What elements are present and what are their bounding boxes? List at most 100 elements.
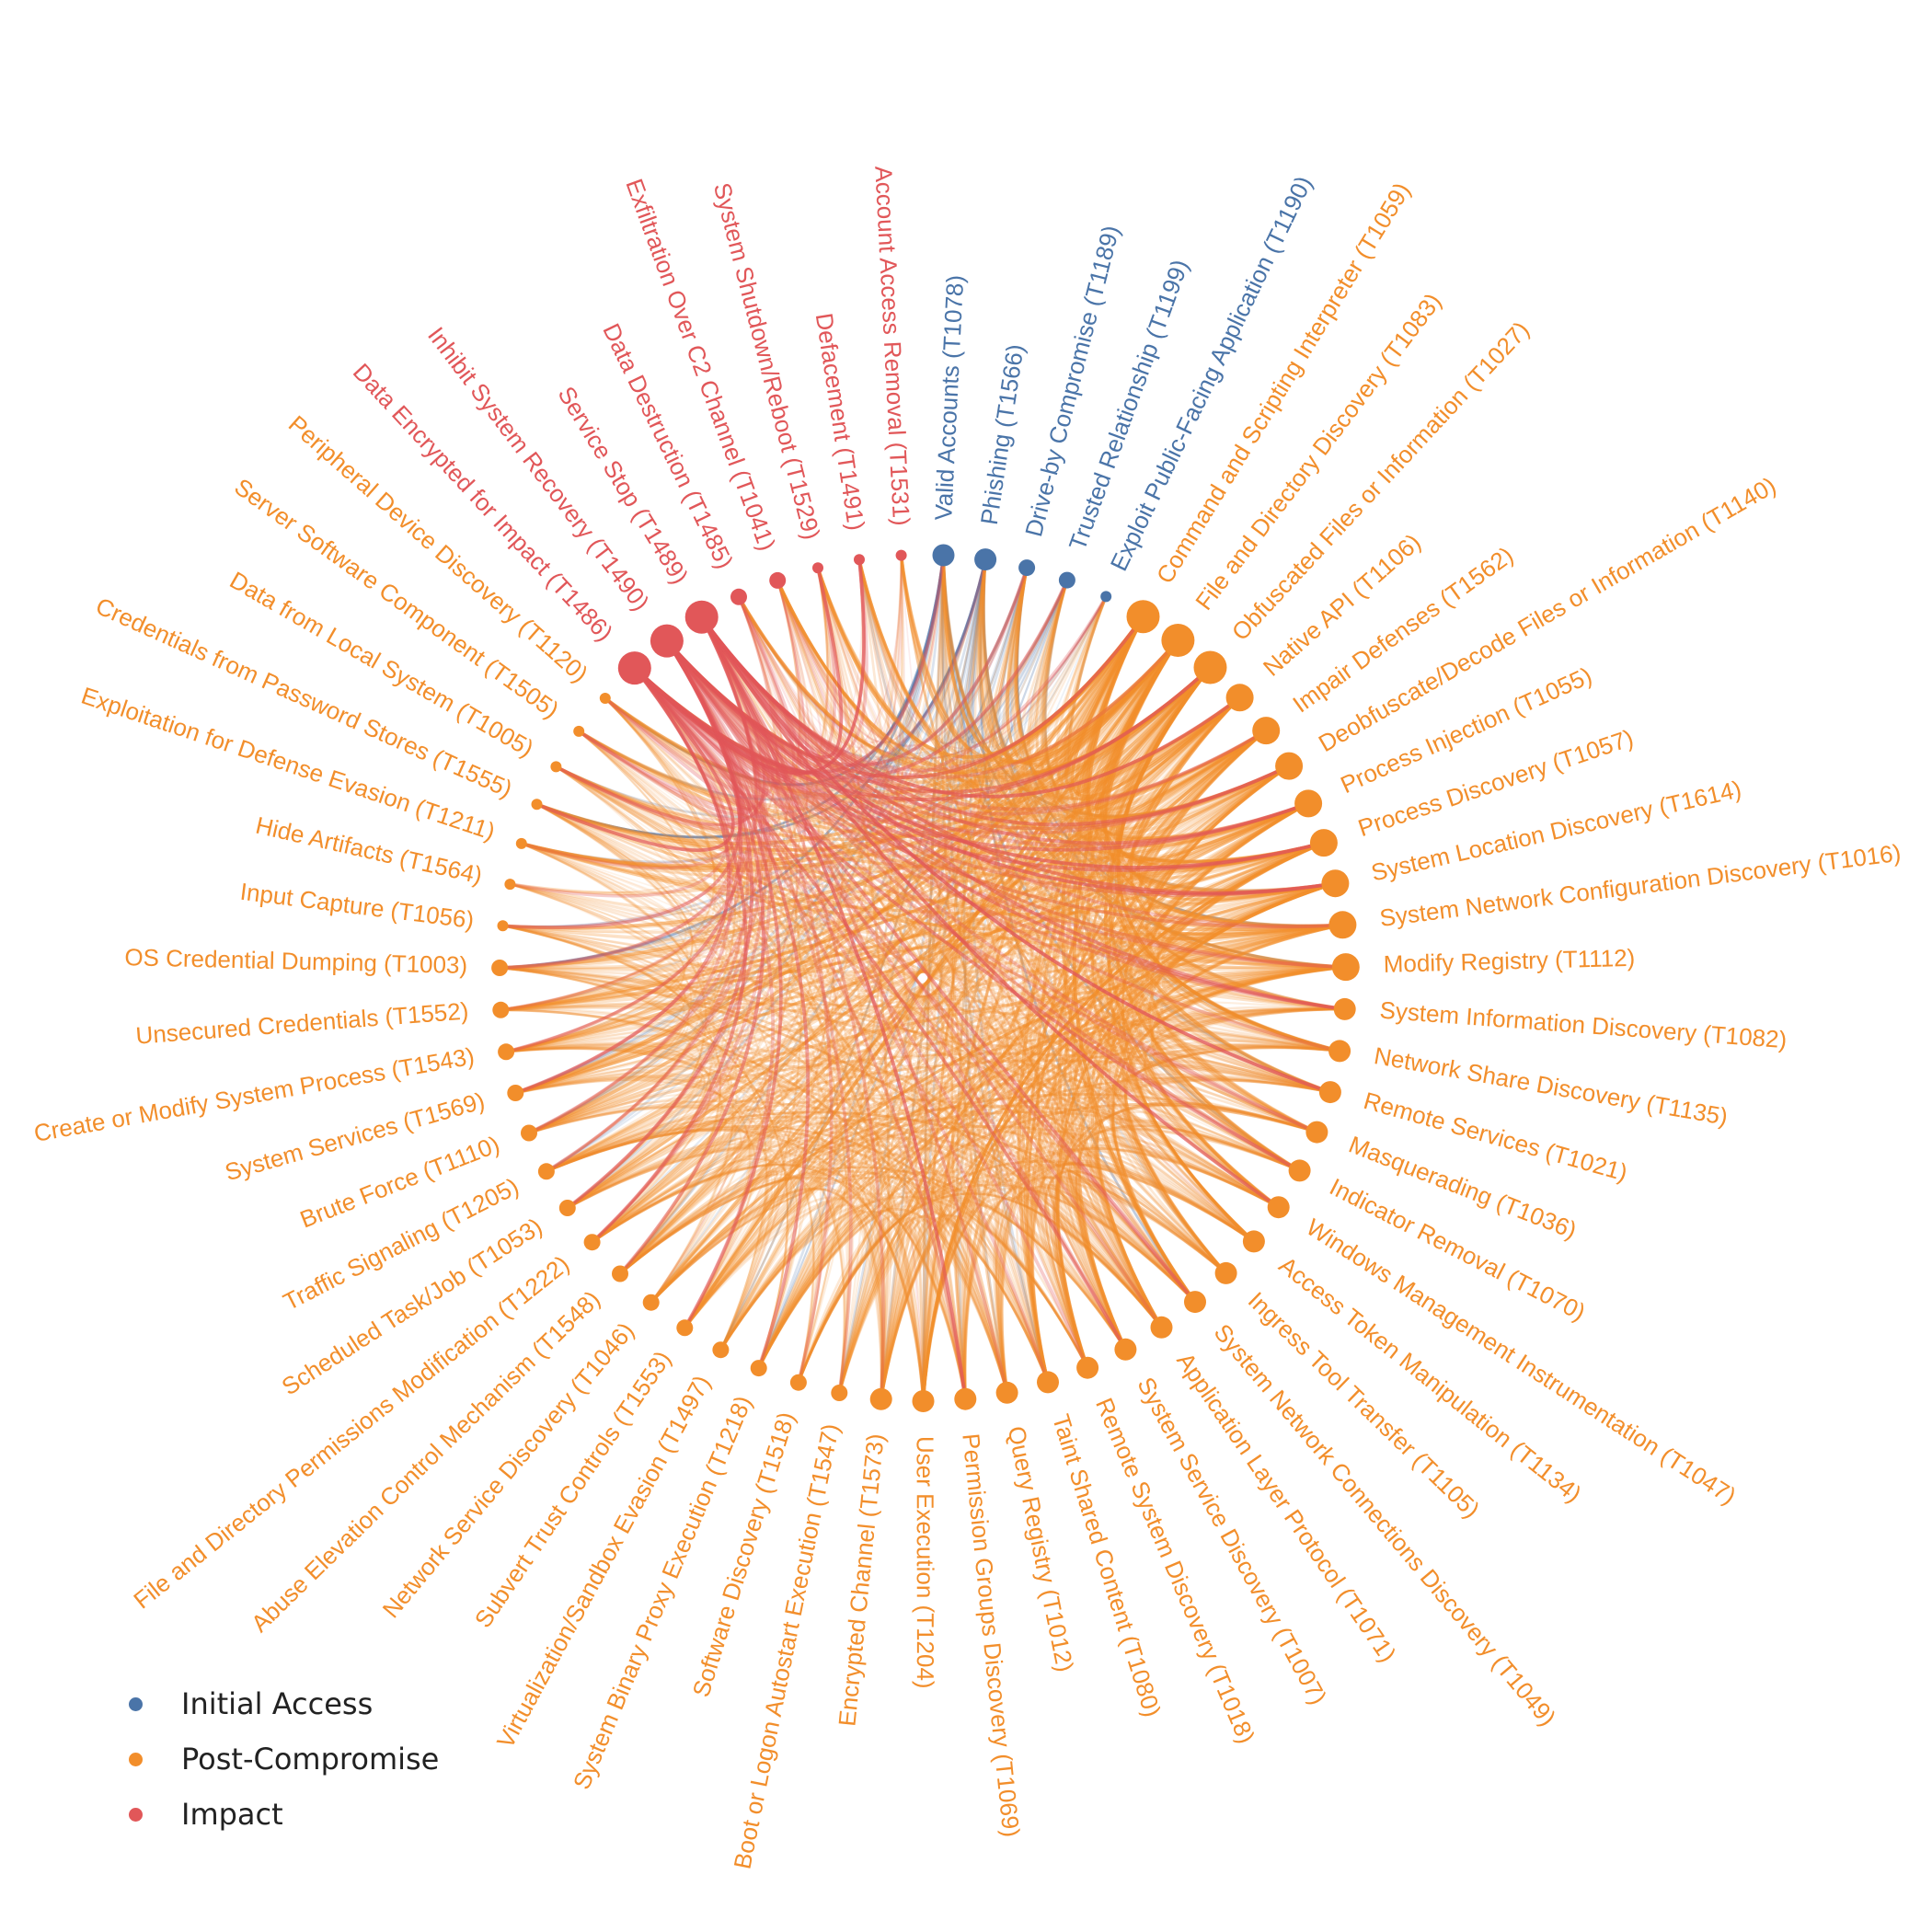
chord-link xyxy=(500,841,1325,1012)
chord-link xyxy=(757,1157,1255,1369)
chord-link xyxy=(566,639,753,1210)
chord-link xyxy=(567,639,1179,1209)
chord-link xyxy=(528,666,733,1135)
chord-link xyxy=(880,1163,1255,1400)
chord-link xyxy=(604,697,822,1383)
chord-link xyxy=(684,1169,1196,1329)
chord-link xyxy=(1004,567,1163,1328)
chord-link xyxy=(633,555,946,775)
chord-link xyxy=(684,1007,1345,1329)
chord-link xyxy=(700,615,1241,799)
chord-link xyxy=(816,567,1280,1209)
chord-link xyxy=(700,615,1331,1094)
chord-link xyxy=(665,639,853,1394)
chord-link xyxy=(505,729,1268,1053)
chord-link xyxy=(700,615,1268,811)
chord-link xyxy=(500,616,758,1011)
chord-link xyxy=(900,555,1255,1243)
chord-link xyxy=(502,924,1163,1328)
technique-node xyxy=(1018,559,1036,577)
technique-node xyxy=(912,1390,935,1412)
chord-link xyxy=(757,965,1346,1369)
chord-link xyxy=(510,883,692,1134)
chord-link xyxy=(500,615,1144,970)
chord-link xyxy=(650,923,1343,1304)
chord-link xyxy=(502,924,1280,1209)
chord-link xyxy=(1149,1037,1340,1172)
chord-link xyxy=(619,1007,1345,1275)
chord-link xyxy=(604,697,1008,1394)
chord-link xyxy=(505,639,742,1054)
chord-link xyxy=(567,1083,1317,1210)
chord-link xyxy=(1111,965,1346,1303)
chord-link xyxy=(665,639,1128,1351)
chord-link xyxy=(1129,696,1346,969)
chord-link xyxy=(757,1210,887,1399)
technique-node xyxy=(1331,953,1360,982)
chord-link xyxy=(776,555,945,743)
chord-link xyxy=(555,696,1241,842)
chord-link xyxy=(502,925,722,1275)
chord-link xyxy=(942,555,1346,969)
chord-link xyxy=(700,558,868,757)
chord-link xyxy=(528,567,1029,1134)
chord-link xyxy=(942,555,1127,1351)
chord-link xyxy=(969,558,1050,1383)
chord-link xyxy=(816,567,1179,767)
chord-link xyxy=(665,639,1301,1172)
chord-link xyxy=(700,615,968,1399)
chord-link xyxy=(633,666,1325,872)
chord-link xyxy=(963,1147,1280,1399)
chord-link xyxy=(502,925,711,1243)
chord-link xyxy=(566,841,1325,1210)
chord-link xyxy=(776,580,1317,1133)
chord-link xyxy=(578,730,1340,1052)
chord-link xyxy=(546,1128,967,1399)
chord-link xyxy=(528,965,1346,1135)
chord-link xyxy=(684,842,1325,1328)
chord-link xyxy=(535,802,1227,1274)
chord-link xyxy=(940,555,1008,1394)
chord-link xyxy=(922,1163,1255,1402)
technique-node xyxy=(1309,829,1338,857)
chord-link xyxy=(700,616,1008,1394)
chord-link xyxy=(500,615,758,1012)
chord-link xyxy=(665,639,1212,794)
chord-link xyxy=(619,1176,883,1399)
chord-link xyxy=(700,615,1009,1394)
chord-link xyxy=(633,596,796,784)
technique-node xyxy=(573,725,585,737)
chord-link xyxy=(684,555,945,1328)
chord-link xyxy=(521,666,1212,873)
chord-link xyxy=(837,558,987,1394)
chord-link xyxy=(816,567,891,1399)
chord-link xyxy=(719,558,987,1351)
chord-link xyxy=(502,925,690,1134)
chord-link xyxy=(757,580,1068,1369)
chord-link xyxy=(1136,729,1336,902)
chord-link xyxy=(665,639,1346,969)
chord-link xyxy=(1118,666,1345,1011)
chord-link xyxy=(591,615,1145,1244)
chord-link xyxy=(528,1088,1255,1243)
chord-link xyxy=(1061,615,1197,1304)
technique-node xyxy=(995,1381,1018,1404)
chord-link xyxy=(650,1187,884,1399)
chord-link xyxy=(684,966,1346,1328)
chord-link xyxy=(665,639,1331,1094)
chord-link xyxy=(880,1007,1345,1400)
chord-link xyxy=(858,559,1179,765)
chord-link xyxy=(505,803,694,1053)
chord-link xyxy=(1044,580,1345,1010)
chord-link xyxy=(1094,666,1241,811)
chord-link xyxy=(515,1075,752,1328)
chord-link xyxy=(700,615,1290,827)
chord-link xyxy=(858,559,1163,1328)
chord-link xyxy=(500,555,945,970)
chord-link xyxy=(1111,765,1291,1274)
chord-link xyxy=(838,596,1107,1394)
chord-link xyxy=(941,555,1029,740)
chord-link xyxy=(566,696,1241,1210)
chord-link xyxy=(515,1074,737,1304)
chord-link xyxy=(665,639,1163,1328)
